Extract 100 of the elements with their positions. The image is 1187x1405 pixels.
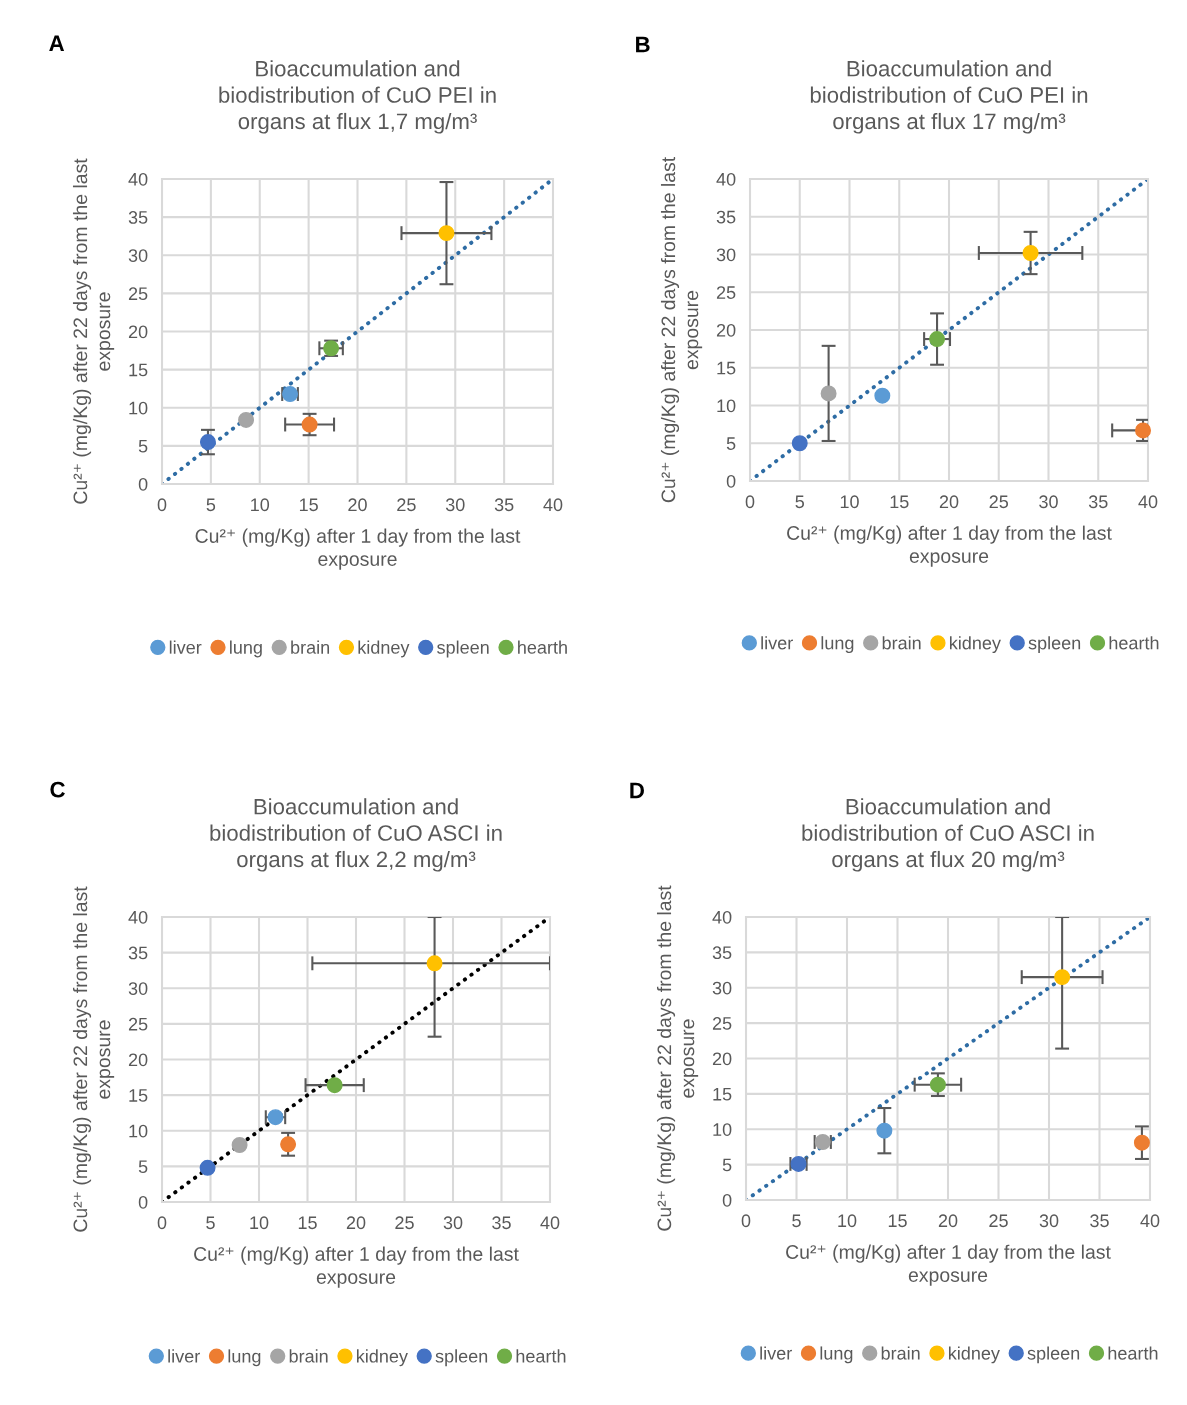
x-tick-label: 35	[1090, 1214, 1109, 1228]
legend-label: hearth	[518, 640, 567, 654]
point	[1133, 1134, 1150, 1151]
y-axis-title: Cu²⁺ (mg/Kg) after 22 days from the last exposure	[72, 158, 115, 504]
text: C	[50, 781, 65, 798]
y-tick-label: 40	[712, 910, 732, 924]
y-tick-label: 10	[129, 401, 148, 415]
legend-label: lung	[820, 1346, 853, 1364]
y-tick-label: 20	[128, 325, 148, 339]
x-tick-label: 15	[890, 495, 909, 509]
point	[199, 1159, 216, 1176]
legend-label: kidney	[949, 636, 1001, 653]
point	[876, 1122, 893, 1139]
x-tick-label: 15	[888, 1214, 907, 1228]
x-tick-label: 25	[989, 495, 1009, 509]
y-axis-title: Cu²⁺ (mg/Kg) after 22 days from the last exposure	[72, 886, 115, 1232]
chart-title: Bioaccumulation and biodistribution of CuO PEI in organs at flux 17 mg/m³	[810, 60, 1088, 134]
y-axis-title: Cu²⁺ (mg/Kg) after 22 days from the last exposure	[656, 885, 699, 1231]
x-tick-label: 40	[543, 498, 563, 512]
x-tick-label: 0	[157, 498, 167, 512]
y-tick-label: 25	[716, 286, 736, 299]
legend-label: kidney	[948, 1346, 1000, 1364]
x-tick-label: 25	[395, 1216, 414, 1230]
x-axis-title: Cu²⁺ (mg/Kg) after 1 day from the last exposure	[787, 525, 1112, 567]
point	[199, 434, 216, 451]
legend-label: lung	[821, 636, 854, 653]
y-tick-label: 0	[726, 474, 736, 488]
y-tick-label: 5	[138, 440, 148, 453]
legend-label: spleen	[1027, 1346, 1080, 1364]
point	[791, 435, 808, 452]
y-tick-label: 30	[712, 981, 732, 995]
legend-label: hearth	[1109, 636, 1159, 650]
y-tick-label: 20	[716, 323, 736, 337]
y-tick-label: 5	[138, 1160, 148, 1174]
x-tick-label: 30	[1039, 1214, 1059, 1228]
y-tick-label: 25	[128, 287, 148, 301]
legend-label: lung	[230, 640, 262, 658]
y-tick-label: 35	[128, 211, 148, 224]
x-tick-label: 25	[397, 498, 416, 512]
y-tick-label: 35	[128, 946, 148, 960]
point	[438, 225, 455, 242]
y-tick-label: 35	[716, 210, 736, 224]
point	[426, 955, 443, 972]
y-tick-label: 5	[726, 437, 736, 450]
x-tick-label: 20	[939, 495, 959, 509]
x-tick-label: 0	[745, 495, 755, 509]
point	[231, 1137, 248, 1153]
legend-label: liver	[761, 636, 793, 650]
chart-title: Bioaccumulation and biodistribution of CuO ASCI in organs at flux 2,2 mg/m³	[210, 798, 502, 872]
x-tick-label: 5	[206, 1216, 215, 1230]
y-tick-label: 25	[128, 1017, 148, 1031]
point	[1135, 422, 1152, 439]
legend-label: kidney	[358, 640, 410, 658]
x-tick-label: 10	[838, 1214, 857, 1228]
point	[280, 1136, 297, 1153]
x-tick-label: 35	[492, 1216, 511, 1230]
y-tick-label: 0	[138, 477, 148, 491]
legend-label: brain	[881, 1346, 920, 1360]
text: D	[630, 782, 644, 799]
legend-label: brain	[289, 1349, 328, 1363]
point	[820, 385, 837, 402]
y-tick-label: 40	[128, 172, 148, 186]
chart-title: Bioaccumulation and biodistribution of CuO ASCI in organs at flux 20 mg/m³	[802, 798, 1094, 872]
x-tick-label: 10	[840, 495, 859, 509]
y-tick-label: 20	[712, 1052, 732, 1066]
point	[238, 411, 255, 428]
x-tick-label: 10	[250, 1216, 269, 1230]
x-tick-label: 5	[206, 498, 216, 512]
y-axis-title: Cu²⁺ (mg/Kg) after 22 days from the last exposure	[660, 156, 703, 503]
x-tick-label: 5	[795, 495, 805, 509]
text: A	[49, 35, 65, 51]
x-axis-title: Cu²⁺ (mg/Kg) after 1 day from the last exposure	[195, 528, 521, 570]
x-tick-label: 35	[1088, 495, 1108, 509]
x-tick-label: 30	[1039, 495, 1058, 509]
x-tick-label: 20	[348, 498, 367, 512]
legend-label: hearth	[1108, 1346, 1158, 1360]
point	[1022, 245, 1039, 261]
y-tick-label: 40	[128, 910, 148, 924]
x-tick-label: 15	[298, 1216, 317, 1230]
point	[301, 416, 318, 433]
y-tick-label: 10	[713, 1123, 732, 1136]
x-axis-title: Cu²⁺ (mg/Kg) after 1 day from the last exposure	[786, 1244, 1111, 1286]
y-tick-label: 20	[128, 1053, 148, 1067]
chart-title: Bioaccumulation and biodistribution of CuO PEI in organs at flux 1,7 mg/m³	[219, 60, 496, 134]
legend-label: brain	[291, 640, 330, 654]
legend-label: spleen	[437, 640, 489, 658]
y-tick-label: 10	[717, 399, 736, 413]
legend-label: lung	[228, 1349, 261, 1367]
legend-label: spleen	[435, 1349, 488, 1367]
point	[1054, 969, 1071, 986]
x-tick-label: 30	[445, 498, 465, 512]
y-tick-label: 15	[129, 363, 148, 377]
y-tick-label: 5	[722, 1158, 732, 1172]
legend-label: kidney	[356, 1349, 408, 1367]
y-tick-label: 10	[129, 1124, 148, 1138]
y-tick-label: 15	[713, 1088, 732, 1101]
y-tick-label: 30	[128, 249, 148, 262]
point	[874, 387, 891, 404]
legend-label: liver	[169, 640, 202, 654]
x-tick-label: 10	[251, 498, 270, 512]
